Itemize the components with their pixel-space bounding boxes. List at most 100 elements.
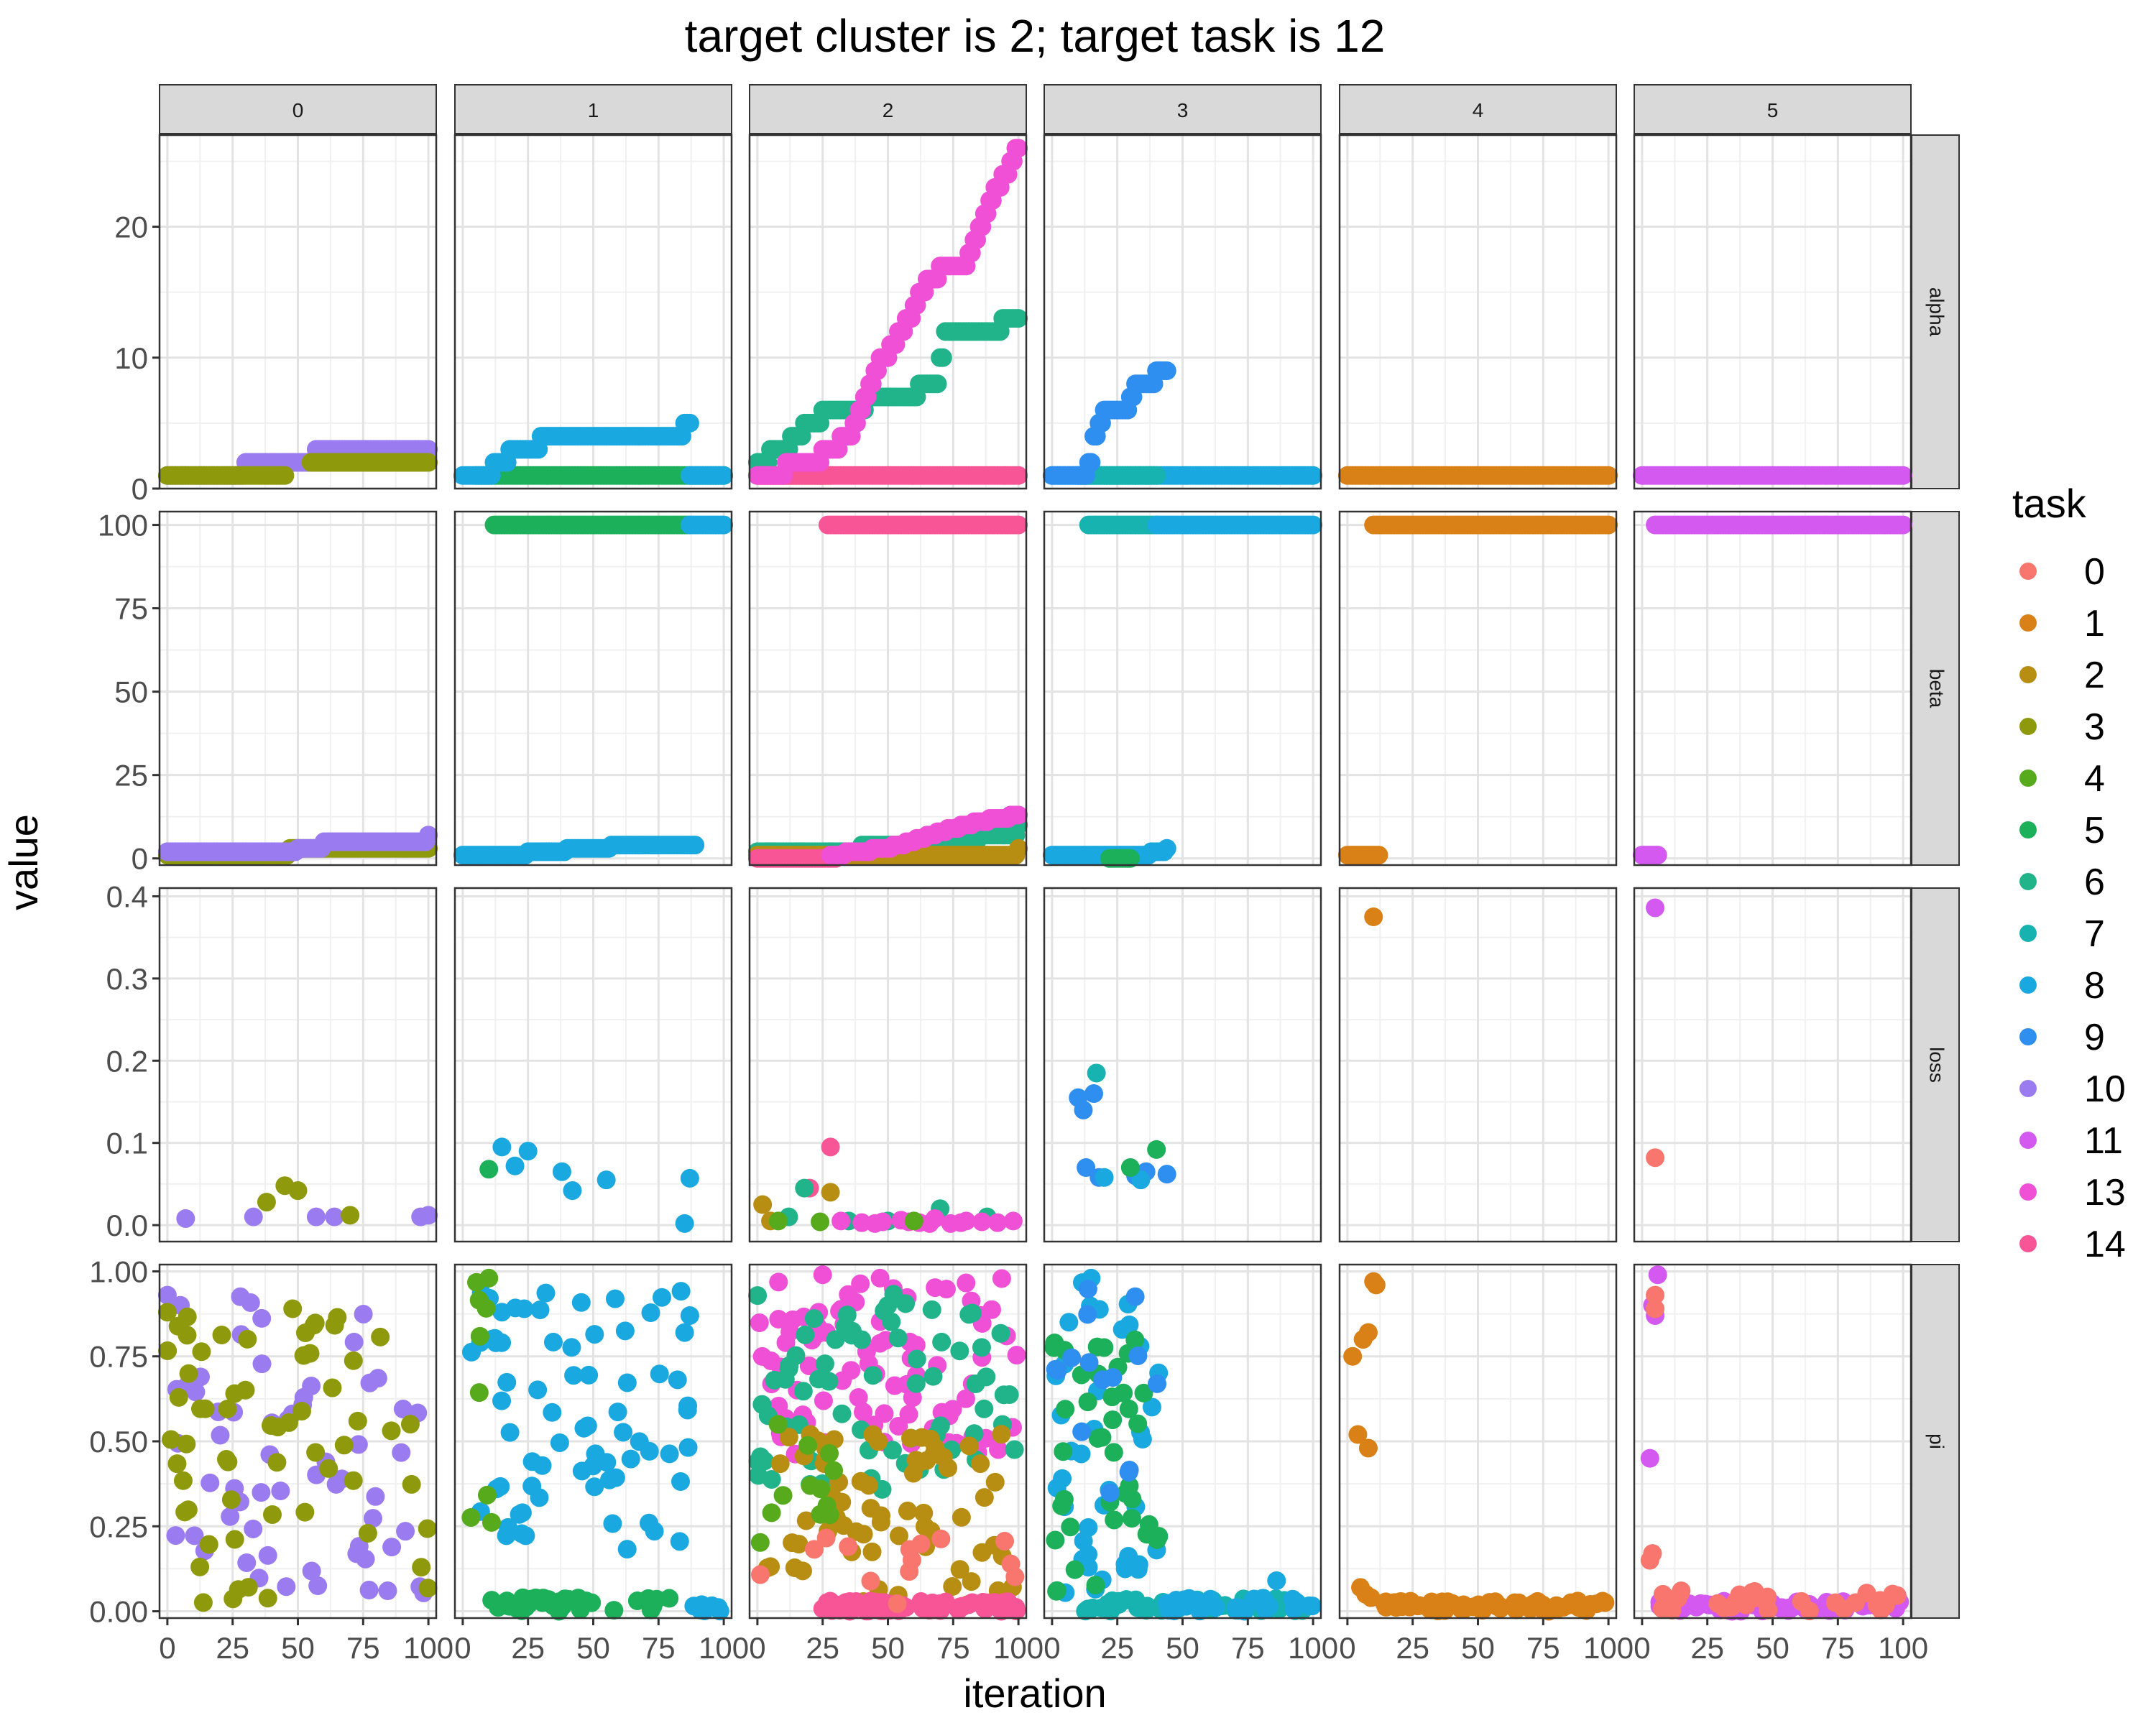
data-point-task-8: [543, 1332, 563, 1352]
data-point-task-8: [686, 836, 705, 855]
y-tick-label: 20: [114, 211, 148, 244]
data-point-task-3: [419, 453, 438, 472]
data-point-task-8: [1157, 838, 1176, 858]
data-point-task-1: [1361, 1588, 1381, 1607]
data-point-task-3: [288, 1181, 308, 1201]
data-point-task-2: [869, 1432, 888, 1451]
panel-beta-0: [160, 512, 436, 865]
data-point-task-8: [562, 1338, 581, 1357]
data-point-task-2: [862, 1542, 882, 1561]
facet-strip-row-alpha: [1911, 134, 1960, 489]
data-point-task-4: [824, 1461, 844, 1480]
x-tick-label: 75: [1526, 1631, 1560, 1665]
data-point-task-6: [1005, 1440, 1024, 1459]
points-beta-4: [1337, 515, 1618, 865]
panel-border: [1043, 134, 1322, 490]
data-point-task-2: [943, 1577, 962, 1597]
panel-border: [1338, 134, 1618, 490]
data-point-task-13: [842, 1361, 861, 1380]
data-point-task-4: [476, 1298, 496, 1318]
data-point-task-8: [603, 1514, 622, 1533]
data-point-task-3: [344, 1471, 363, 1490]
data-point-task-0: [805, 1540, 824, 1559]
data-point-task-4: [817, 1496, 837, 1515]
data-point-task-8: [709, 1598, 728, 1617]
y-tick-label: 0: [132, 842, 148, 876]
data-point-task-10: [186, 1382, 206, 1402]
x-tick-label: 75: [642, 1631, 676, 1665]
panel-beta-5: [1634, 512, 1911, 865]
x-tick-label: 50: [871, 1631, 905, 1665]
data-point-task-9: [1082, 453, 1101, 472]
data-point-task-4: [801, 1476, 820, 1495]
data-point-task-10: [252, 1354, 272, 1374]
panel-border: [748, 510, 1028, 867]
panel-pi-4: [1340, 1265, 1616, 1618]
data-point-task-3: [358, 1523, 377, 1543]
data-point-task-14: [861, 1591, 880, 1611]
data-point-task-10: [393, 1400, 413, 1419]
data-point-task-1: [1575, 1600, 1594, 1620]
data-point-task-13: [870, 1268, 890, 1288]
x-tick-label: 0: [1339, 1631, 1355, 1665]
y-tick-label: 0.3: [106, 962, 148, 996]
data-point-task-2: [985, 1472, 1005, 1492]
data-point-task-8: [563, 1181, 582, 1201]
x-axis-label: iteration: [963, 1671, 1106, 1716]
x-tick-label: 0: [454, 1631, 471, 1665]
data-point-task-10: [271, 1481, 290, 1500]
data-point-task-8: [641, 1303, 660, 1323]
data-point-task-4: [477, 1485, 497, 1505]
data-point-task-8: [510, 1505, 529, 1524]
data-point-task-9: [1157, 1165, 1176, 1184]
data-point-task-3: [306, 1443, 326, 1462]
legend: 0 1 2 3 4 5 6 7 8 9 10 11 13 14: [2019, 551, 2126, 1265]
data-point-task-3: [412, 1558, 431, 1577]
data-point-task-8: [621, 1449, 640, 1469]
facet-strip-row-label: alpha: [1926, 287, 1948, 337]
data-point-task-5: [604, 1601, 624, 1620]
data-point-task-8: [1059, 1313, 1079, 1332]
data-point-task-1: [1599, 515, 1618, 535]
data-point-task-4: [461, 1507, 481, 1527]
data-point-task-5: [556, 1589, 575, 1609]
y-tick-label: 50: [114, 675, 148, 709]
data-point-task-2: [861, 1499, 880, 1518]
data-point-task-8: [671, 1282, 691, 1301]
data-point-task-10: [419, 826, 438, 845]
data-point-task-13: [936, 1280, 956, 1299]
y-tick-label: 0: [132, 472, 148, 506]
data-point-task-8: [660, 1444, 679, 1464]
facet-strip-col-label: 3: [1177, 99, 1189, 121]
data-point-task-8: [1163, 1599, 1182, 1619]
data-point-task-10: [382, 1538, 402, 1557]
data-point-task-6: [1000, 1385, 1019, 1405]
data-point-task-8: [492, 1137, 512, 1157]
data-point-task-2: [921, 1429, 940, 1449]
data-point-task-2: [832, 1492, 852, 1512]
data-point-task-8: [462, 1342, 482, 1362]
panel-beta-2: [750, 512, 1026, 865]
data-point-task-8: [543, 1403, 562, 1422]
data-point-task-4: [762, 1503, 781, 1523]
data-point-task-8: [608, 1403, 627, 1422]
data-point-task-8: [533, 1456, 552, 1475]
facet-strip-col-label: 2: [883, 99, 894, 121]
data-point-task-8: [1187, 1591, 1206, 1611]
data-point-task-8: [572, 1461, 591, 1481]
y-tick-label: 0.25: [89, 1510, 148, 1543]
data-point-task-13: [799, 1356, 819, 1375]
data-point-task-13: [972, 1212, 992, 1232]
points-beta-0: [157, 826, 438, 865]
data-point-task-2: [898, 1501, 917, 1520]
data-point-task-9: [1074, 1100, 1093, 1119]
points-pi-3: [1044, 1268, 1322, 1621]
data-point-task-8: [492, 1303, 512, 1322]
data-point-task-3: [216, 1450, 236, 1469]
data-point-task-3: [418, 1519, 437, 1538]
data-point-task-5: [1102, 1387, 1122, 1407]
data-point-task-6: [842, 1326, 862, 1345]
data-point-task-3: [173, 1471, 193, 1490]
data-point-task-13: [1003, 1211, 1023, 1231]
data-point-task-8: [485, 1329, 505, 1348]
